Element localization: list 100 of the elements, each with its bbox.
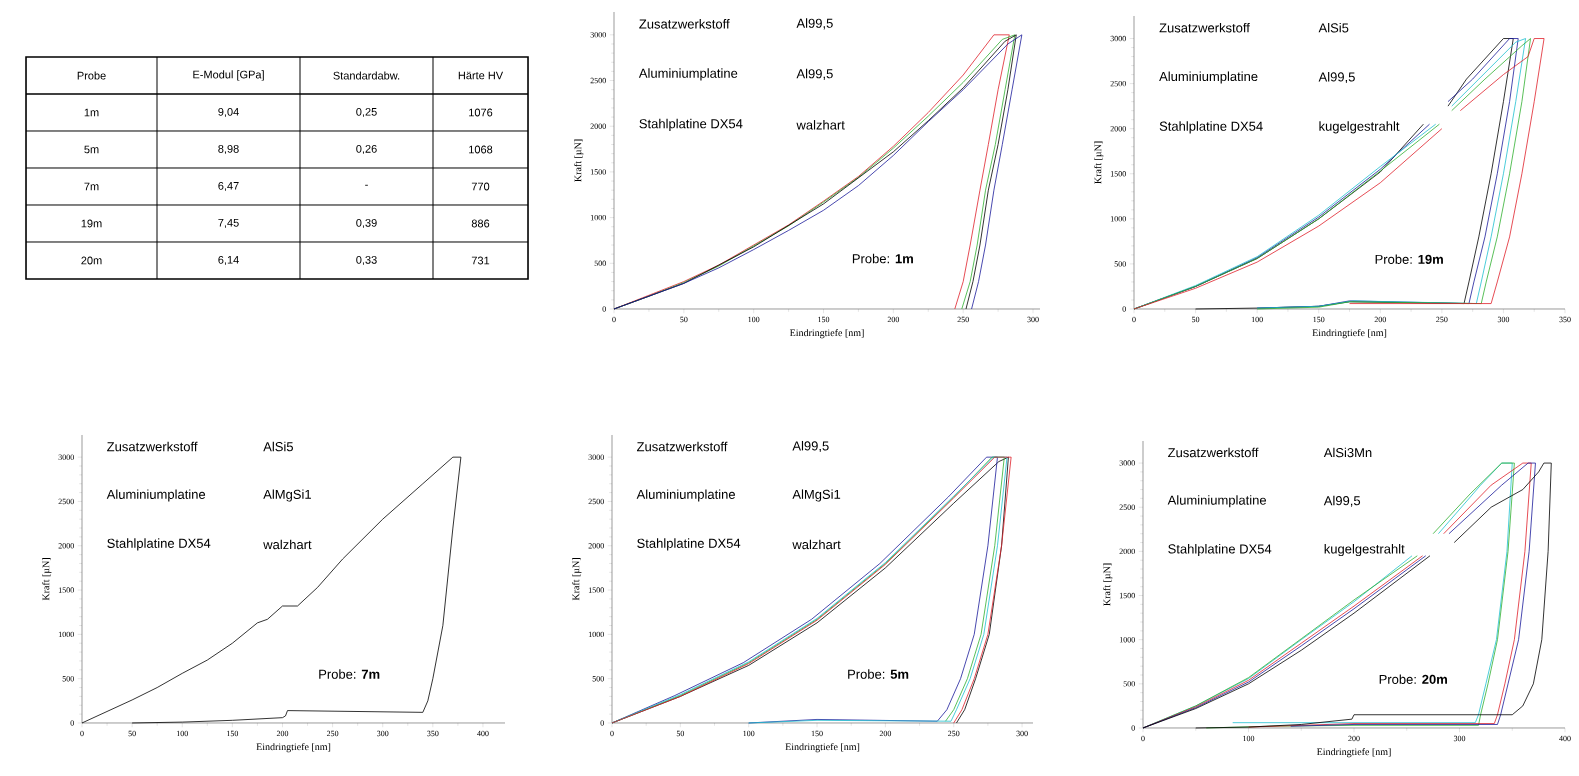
y-axis-title: Kraft [µN] bbox=[42, 558, 52, 601]
x-tick-label: 50 bbox=[676, 730, 685, 737]
annotation: Aluminiumplatine bbox=[1167, 495, 1267, 508]
annotation: Al99,5 bbox=[1318, 71, 1355, 84]
x-tick-label: 150 bbox=[227, 730, 239, 737]
y-tick-label: 0 bbox=[602, 306, 606, 312]
x-tick-label: 100 bbox=[748, 316, 760, 323]
text: 1076 bbox=[469, 108, 493, 117]
annotation: Stahlplatine DX54 bbox=[1168, 543, 1272, 557]
x-tick-label: 300 bbox=[377, 730, 389, 737]
y-tick-label: 2500 bbox=[588, 498, 604, 505]
y-tick-label: 3000 bbox=[588, 454, 604, 460]
x-tick-label: 250 bbox=[948, 730, 960, 737]
annotation: Zusatzwerkstoff bbox=[1168, 447, 1259, 458]
annotation: Stahlplatine DX54 bbox=[637, 538, 741, 551]
annotation: kugelgestrahlt bbox=[1319, 121, 1400, 134]
y-tick-label: 0 bbox=[1131, 725, 1135, 731]
x-tick-label: 50 bbox=[680, 316, 688, 323]
x-tick-label: 50 bbox=[1192, 316, 1200, 323]
annotation: AlSi3Mn bbox=[1323, 447, 1372, 458]
y-tick-label: 1500 bbox=[590, 169, 606, 175]
annotation: Al99,5 bbox=[796, 68, 833, 80]
y-tick-label: 1500 bbox=[58, 587, 74, 593]
annotation: Probe: 20m bbox=[1379, 674, 1447, 684]
x-tick-label: 0 bbox=[612, 316, 616, 323]
annotation: AlMgSi1 bbox=[263, 489, 311, 502]
x-tick-label: 250 bbox=[326, 730, 339, 737]
x-tick-label: 100 bbox=[743, 730, 755, 737]
annotation: Probe: 5m bbox=[848, 669, 909, 679]
annotation: Al99,5 bbox=[1323, 495, 1361, 507]
x-tick-label: 300 bbox=[1027, 316, 1039, 323]
annotation: AlMgSi1 bbox=[792, 489, 841, 502]
y-tick-label: 500 bbox=[1114, 261, 1126, 267]
x-tick-label: 200 bbox=[1348, 735, 1360, 742]
y-tick-label: 0 bbox=[70, 720, 74, 726]
x-tick-label: 200 bbox=[276, 730, 289, 737]
annotation: Stahlplatine DX54 bbox=[639, 118, 743, 131]
category-label: Standardabw. bbox=[333, 71, 400, 80]
annotation: Aluminiumplatine bbox=[638, 68, 738, 81]
y-tick-label: 500 bbox=[594, 260, 606, 266]
y-tick-label: 0 bbox=[600, 720, 604, 726]
x-tick-label: 50 bbox=[128, 730, 136, 737]
x-tick-label: 300 bbox=[1016, 730, 1028, 737]
y-tick-label: 2500 bbox=[590, 77, 606, 84]
x-tick-label: 200 bbox=[887, 316, 900, 323]
x-tick-label: 100 bbox=[1243, 735, 1255, 742]
y-tick-label: 2000 bbox=[1110, 125, 1126, 132]
x-tick-label: 100 bbox=[1251, 316, 1263, 323]
category-label: E-Modul [GPa] bbox=[193, 70, 264, 81]
y-tick-label: 0 bbox=[1122, 306, 1126, 312]
text: 731 bbox=[471, 256, 490, 265]
text: 6,14 bbox=[218, 255, 239, 266]
text: 0,33 bbox=[356, 255, 377, 266]
annotation: Probe: 7m bbox=[319, 669, 380, 679]
y-tick-label: 1000 bbox=[58, 631, 74, 638]
x-tick-label: 100 bbox=[176, 730, 188, 737]
x-tick-label: 400 bbox=[1559, 735, 1571, 742]
text: 770 bbox=[471, 182, 490, 191]
y-tick-label: 2500 bbox=[1110, 80, 1126, 87]
y-tick-label: 3000 bbox=[590, 32, 606, 38]
y-tick-label: 1000 bbox=[588, 631, 604, 638]
x-tick-label: 0 bbox=[80, 730, 84, 737]
y-tick-label: 1500 bbox=[1110, 171, 1126, 177]
y-tick-label: 2000 bbox=[58, 543, 74, 549]
y-tick-label: 500 bbox=[62, 675, 74, 682]
text: 1068 bbox=[469, 145, 493, 154]
text: 1m bbox=[84, 108, 99, 117]
text: 6,47 bbox=[218, 181, 239, 192]
annotation: walzhart bbox=[796, 120, 845, 130]
annotation: Aluminiumplatine bbox=[106, 489, 206, 502]
y-tick-label: 1000 bbox=[590, 214, 606, 221]
x-tick-label: 150 bbox=[818, 316, 830, 323]
y-axis-title: Kraft [µN] bbox=[574, 139, 584, 182]
x-axis-title: Eindringtiefe [nm] bbox=[256, 743, 331, 753]
y-axis-title: Kraft [µN] bbox=[1094, 141, 1104, 184]
annotation: Probe: 1m bbox=[852, 253, 913, 264]
y-axis-title: Kraft [µN] bbox=[1103, 563, 1113, 606]
y-tick-label: 1000 bbox=[1119, 636, 1135, 643]
text: 7m bbox=[84, 182, 99, 191]
y-tick-label: 2000 bbox=[1119, 548, 1135, 555]
y-tick-label: 500 bbox=[592, 675, 604, 682]
text: 5m bbox=[84, 145, 99, 154]
y-tick-label: 1000 bbox=[1110, 216, 1126, 222]
annotation: Al99,5 bbox=[796, 18, 833, 30]
x-axis-title: Eindringtiefe [nm] bbox=[785, 743, 860, 753]
text: 0,26 bbox=[356, 144, 377, 155]
text: 886 bbox=[471, 219, 490, 228]
text: 7,45 bbox=[218, 219, 239, 228]
annotation: Aluminiumplatine bbox=[636, 489, 735, 502]
y-tick-label: 2500 bbox=[58, 498, 74, 505]
text: 8,98 bbox=[218, 144, 239, 155]
y-tick-label: 2500 bbox=[1119, 504, 1135, 510]
x-axis-title: Eindringtiefe [nm] bbox=[789, 329, 864, 339]
annotation: Probe: 19m bbox=[1375, 254, 1443, 264]
annotation: AlSi5 bbox=[263, 441, 293, 452]
y-tick-label: 1500 bbox=[588, 587, 604, 593]
text: - bbox=[365, 184, 368, 186]
text: 0,25 bbox=[356, 107, 377, 118]
text: 20m bbox=[81, 256, 102, 265]
text: 19m bbox=[81, 219, 102, 228]
